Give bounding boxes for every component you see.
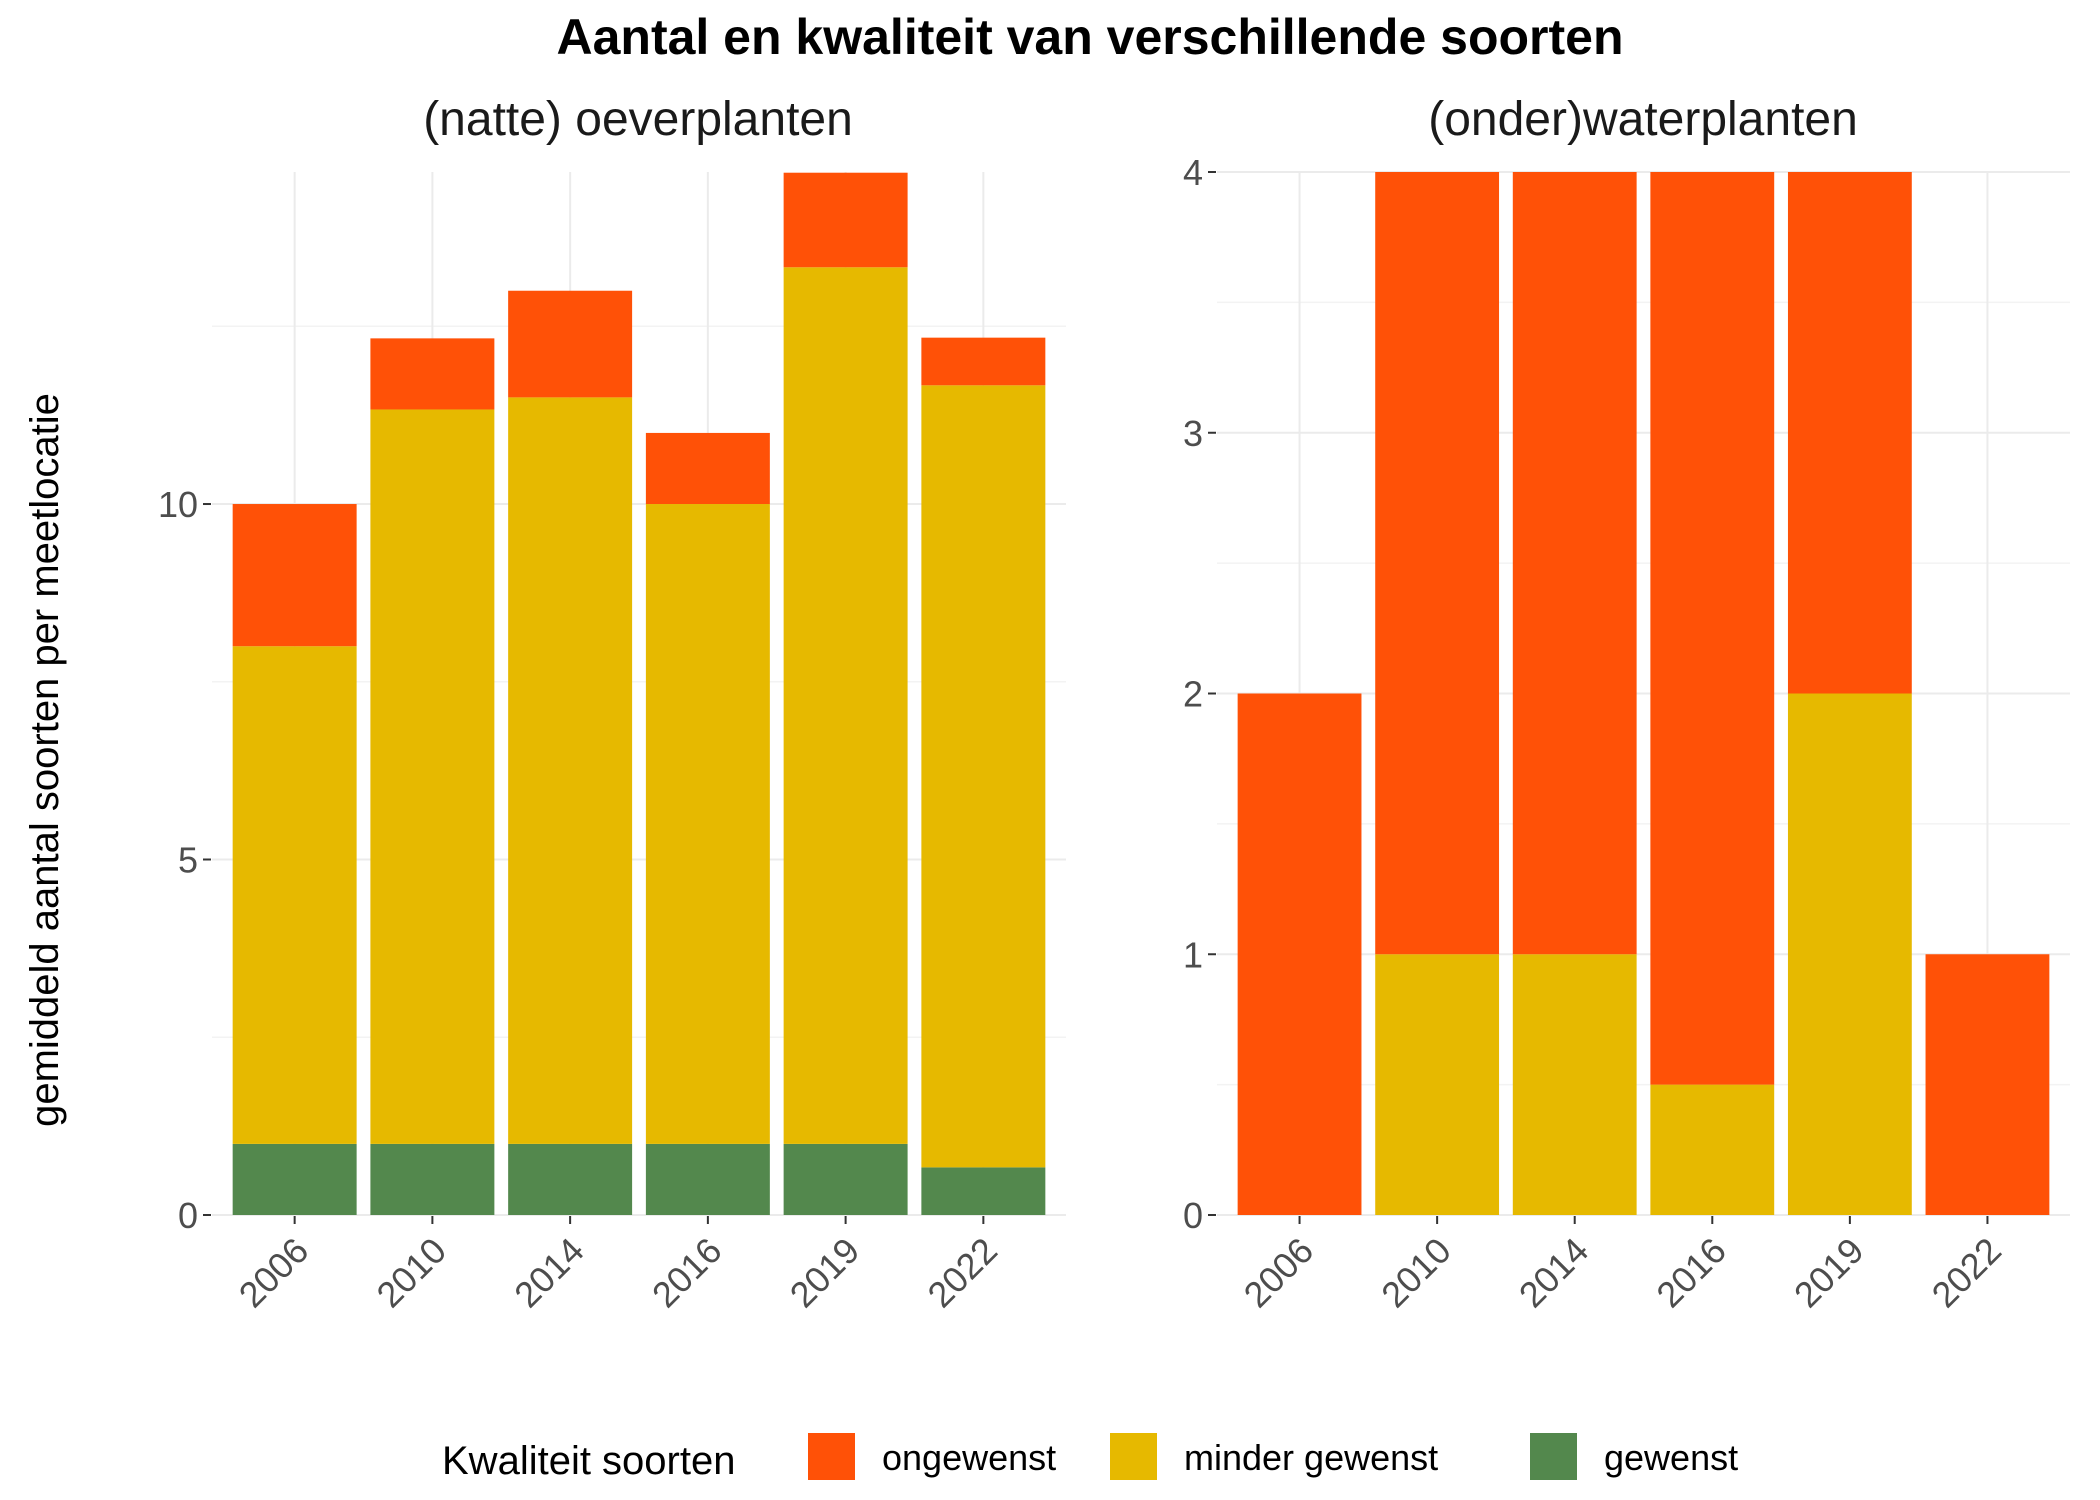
y-tick-label: 0 (178, 1195, 198, 1236)
x-tick-label: 2019 (1786, 1230, 1872, 1316)
panel-oeverplanten: (natte) oeverplanten 0 5 10 2006 2010 2014 2016… (158, 93, 1066, 1315)
bar-2016-ongewenst (1650, 172, 1775, 1085)
bar-2006-ongewenst (232, 504, 357, 647)
x-tick-label: 2016 (1648, 1230, 1734, 1316)
bar-2019-minder-gewenst (1787, 693, 1912, 1215)
legend-label-minder_gewenst: minder gewenst (1184, 1437, 1438, 1478)
x-tick-label: 2019 (782, 1230, 868, 1316)
panel-title: (natte) oeverplanten (423, 93, 853, 146)
bar-2019-ongewenst (1787, 172, 1912, 694)
bar-2022-ongewenst (921, 337, 1046, 386)
bars (1237, 172, 2050, 1215)
legend-label-gewenst: gewenst (1604, 1437, 1738, 1478)
legend-item-gewenst: gewenst (1530, 1433, 1738, 1480)
legend: Kwaliteit soorten ongewenst minder gewens… (442, 1433, 1738, 1483)
x-tick-label: 2010 (1373, 1230, 1459, 1316)
x-tick-label: 2010 (368, 1230, 454, 1316)
y-tick-label: 10 (158, 484, 198, 525)
bar-2006-minder-gewenst (232, 646, 357, 1144)
x-tick-label: 2022 (919, 1230, 1005, 1316)
legend-key-ongewenst (808, 1433, 855, 1480)
bar-2010-gewenst (370, 1143, 495, 1215)
bar-2019-minder-gewenst (783, 267, 908, 1144)
legend-title: Kwaliteit soorten (442, 1439, 735, 1483)
bar-2014-ongewenst (1512, 172, 1637, 955)
chart-title: Aantal en kwaliteit van verschillende so… (556, 9, 1623, 65)
panel-title: (onder)waterplanten (1428, 93, 1858, 146)
y-tick-label: 5 (178, 840, 198, 881)
x-tick-label: 2006 (231, 1230, 317, 1316)
bar-2014-ongewenst (508, 290, 633, 398)
legend-item-ongewenst: ongewenst (808, 1433, 1056, 1480)
x-tick-label: 2016 (644, 1230, 730, 1316)
bars (232, 172, 1046, 1215)
legend-label-ongewenst: ongewenst (882, 1437, 1056, 1478)
bar-2016-gewenst (645, 1143, 770, 1215)
y-axis-title: gemiddeld aantal soorten per meetlocatie (23, 393, 67, 1127)
y-axis: 0 1 2 3 4 (1183, 152, 1216, 1236)
y-tick-label: 3 (1183, 413, 1203, 454)
y-axis: 0 5 10 (158, 484, 211, 1236)
x-tick-label: 2014 (506, 1230, 592, 1316)
bar-2014-minder-gewenst (1512, 954, 1637, 1215)
bar-2010-ongewenst (370, 338, 495, 410)
x-tick-label: 2022 (1923, 1230, 2009, 1316)
bar-2006-ongewenst (1237, 693, 1362, 1215)
y-tick-label: 1 (1183, 934, 1203, 975)
bar-2022-minder-gewenst (921, 385, 1046, 1168)
bar-2022-ongewenst (1925, 954, 2050, 1215)
y-tick-label: 4 (1183, 152, 1203, 193)
bar-2010-minder-gewenst (1375, 954, 1500, 1215)
legend-key-gewenst (1530, 1433, 1577, 1480)
bar-2016-minder-gewenst (1650, 1084, 1775, 1215)
bar-2019-gewenst (783, 1143, 908, 1215)
x-tick-label: 2006 (1236, 1230, 1322, 1316)
bar-2016-ongewenst (645, 432, 770, 505)
panel-waterplanten: (onder)waterplanten 0 1 2 3 4 2006 2010 2014 2016… (1183, 93, 2070, 1315)
bar-2010-ongewenst (1375, 172, 1500, 955)
x-axis: 2006 2010 2014 2016 2019 2022 (1236, 1216, 2009, 1316)
bar-2010-minder-gewenst (370, 409, 495, 1144)
x-axis: 2006 2010 2014 2016 2019 2022 (231, 1216, 1005, 1315)
x-tick-label: 2014 (1511, 1230, 1597, 1316)
bar-2006-gewenst (232, 1143, 357, 1215)
bar-2022-gewenst (921, 1167, 1046, 1215)
y-tick-label: 0 (1183, 1195, 1203, 1236)
y-tick-label: 2 (1183, 674, 1203, 715)
legend-item-minder_gewenst: minder gewenst (1110, 1433, 1438, 1480)
bar-2014-gewenst (508, 1143, 633, 1215)
legend-key-minder_gewenst (1110, 1433, 1157, 1480)
bar-2016-minder-gewenst (645, 504, 770, 1144)
bar-2014-minder-gewenst (508, 397, 633, 1144)
bar-2019-ongewenst (783, 172, 908, 268)
